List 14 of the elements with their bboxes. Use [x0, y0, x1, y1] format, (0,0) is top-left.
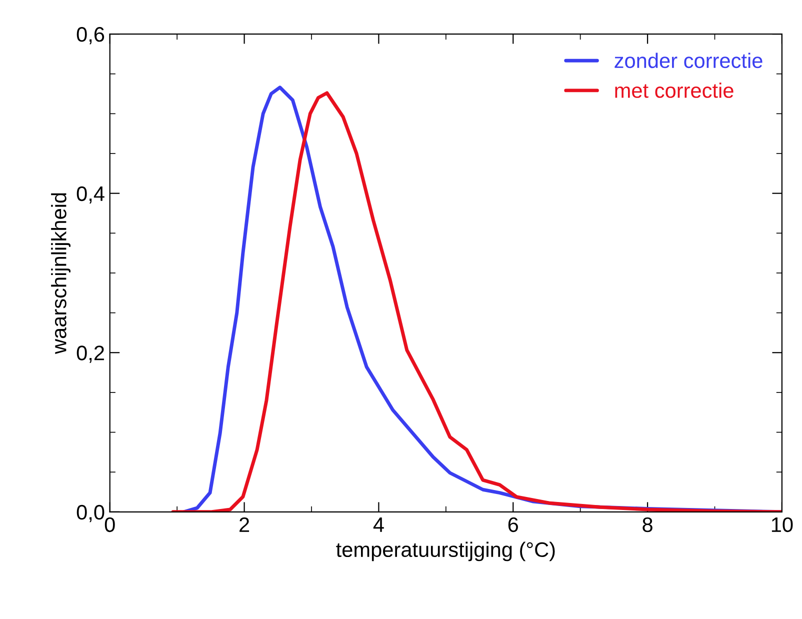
y-tick-label: 0,2	[76, 346, 104, 363]
x-tick-label: 6	[508, 517, 518, 532]
y-tick-label: 0,0	[76, 504, 104, 522]
x-tick-label: 4	[373, 518, 384, 532]
y-tick-label: 0,4	[76, 186, 104, 204]
x-tick-label: 2	[240, 517, 250, 532]
x-axis-title: temperatuurstijging (°C)	[336, 542, 555, 562]
x-tick-label: 0	[104, 517, 115, 532]
x-tick-label: 10	[772, 517, 793, 532]
y-axis-title: waarschijnlijkheid	[51, 193, 70, 354]
legend-label: met correctie	[615, 82, 734, 98]
legend-label: zonder correctie	[614, 52, 762, 68]
x-tick-label: 8	[642, 517, 652, 532]
y-tick-label: 0,6	[76, 27, 104, 44]
